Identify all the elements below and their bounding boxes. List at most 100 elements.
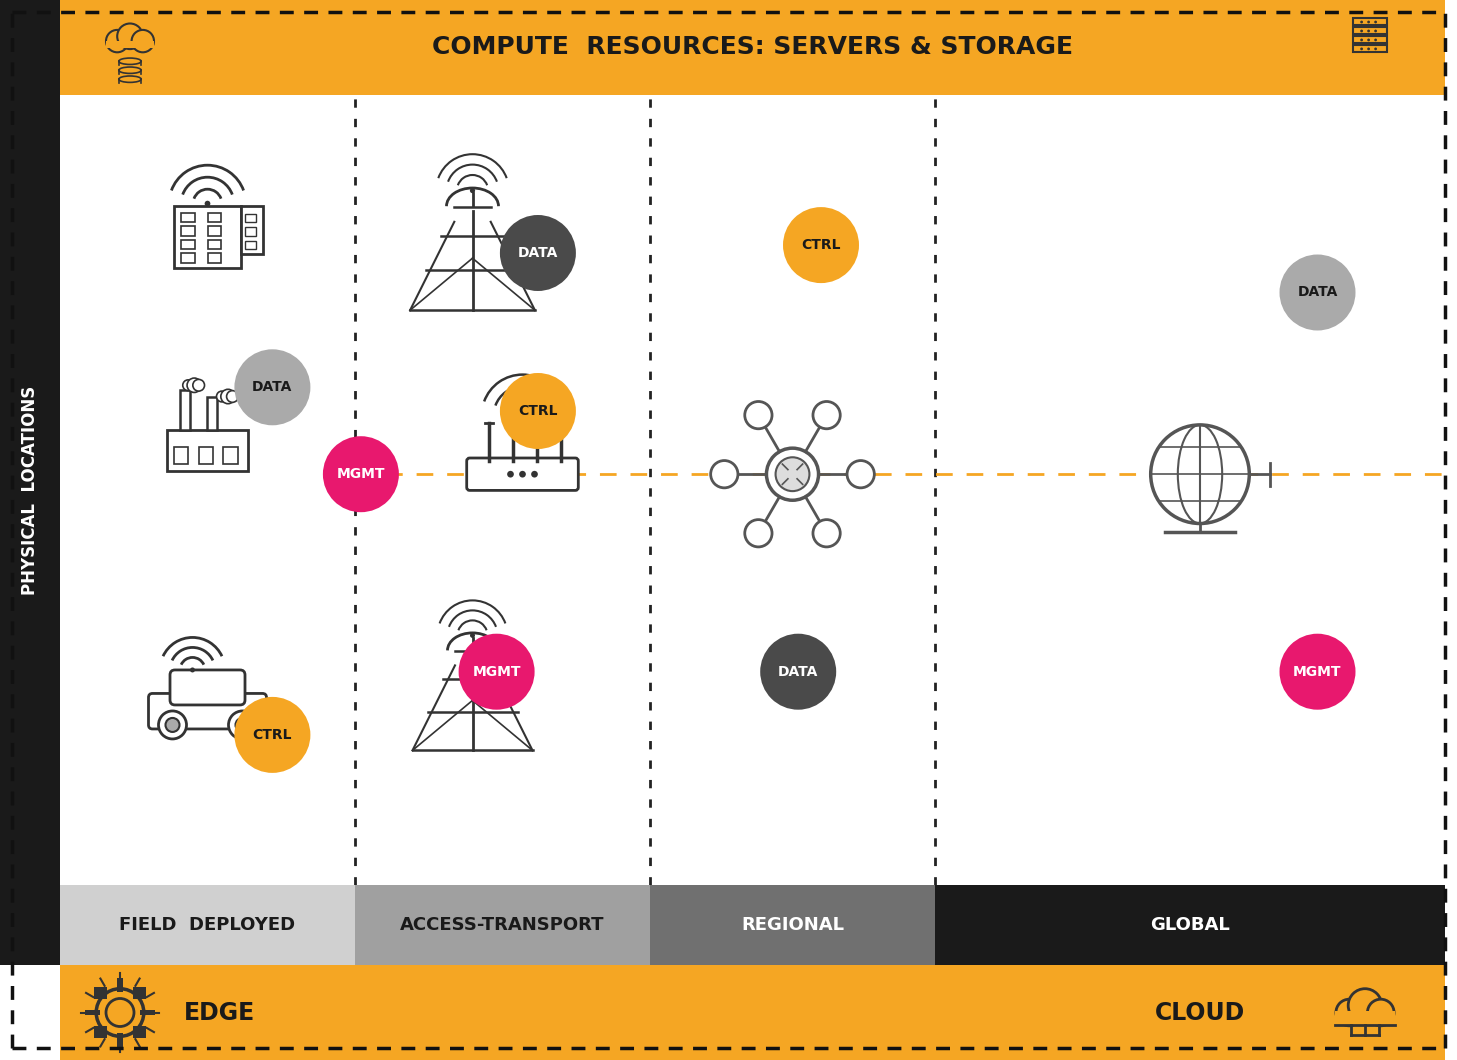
Circle shape bbox=[217, 391, 227, 402]
Text: ACCESS-TRANSPORT: ACCESS-TRANSPORT bbox=[401, 916, 605, 934]
Bar bbox=[935, 885, 1445, 965]
Bar bbox=[207, 226, 221, 235]
Circle shape bbox=[1374, 20, 1377, 23]
Circle shape bbox=[1367, 20, 1370, 23]
Circle shape bbox=[782, 207, 860, 283]
Text: DATA: DATA bbox=[517, 246, 558, 260]
Circle shape bbox=[1151, 425, 1249, 524]
Ellipse shape bbox=[119, 67, 141, 73]
Circle shape bbox=[1367, 38, 1370, 41]
Circle shape bbox=[519, 471, 526, 478]
Bar bbox=[0, 0, 60, 965]
Bar bbox=[117, 1032, 122, 1047]
Bar bbox=[119, 60, 141, 65]
Circle shape bbox=[775, 457, 810, 491]
Bar bbox=[119, 78, 141, 83]
Bar bbox=[356, 885, 650, 965]
Circle shape bbox=[189, 668, 195, 672]
Circle shape bbox=[235, 696, 310, 773]
FancyBboxPatch shape bbox=[1354, 18, 1387, 25]
Circle shape bbox=[847, 460, 874, 488]
Text: EDGE: EDGE bbox=[185, 1001, 255, 1025]
Bar bbox=[179, 390, 191, 430]
Bar bbox=[207, 240, 221, 249]
Circle shape bbox=[106, 999, 134, 1026]
Bar bbox=[60, 0, 1445, 95]
Text: MGMT: MGMT bbox=[337, 467, 385, 481]
Bar bbox=[95, 987, 106, 1000]
Bar bbox=[173, 206, 240, 268]
FancyBboxPatch shape bbox=[170, 670, 245, 705]
Bar bbox=[245, 241, 255, 249]
Text: FIELD  DEPLOYED: FIELD DEPLOYED bbox=[119, 916, 296, 934]
Bar bbox=[173, 447, 188, 464]
Bar bbox=[106, 41, 154, 48]
Bar bbox=[181, 226, 195, 235]
Bar bbox=[181, 240, 195, 249]
Circle shape bbox=[236, 718, 249, 732]
Text: CTRL: CTRL bbox=[801, 238, 841, 252]
Circle shape bbox=[1361, 48, 1362, 50]
Ellipse shape bbox=[119, 76, 141, 83]
Circle shape bbox=[745, 402, 772, 429]
Circle shape bbox=[204, 200, 210, 207]
Text: DATA: DATA bbox=[1297, 285, 1338, 300]
Circle shape bbox=[813, 402, 841, 429]
Bar bbox=[85, 1010, 101, 1015]
Circle shape bbox=[507, 471, 514, 478]
Bar bbox=[207, 396, 217, 430]
Bar bbox=[60, 95, 1445, 885]
Circle shape bbox=[131, 30, 154, 52]
Circle shape bbox=[186, 378, 201, 392]
Bar bbox=[245, 227, 255, 235]
Circle shape bbox=[1336, 1000, 1362, 1026]
Text: PHYSICAL  LOCATIONS: PHYSICAL LOCATIONS bbox=[20, 386, 39, 595]
Circle shape bbox=[745, 519, 772, 547]
Bar bbox=[181, 213, 195, 223]
FancyBboxPatch shape bbox=[149, 693, 267, 729]
Circle shape bbox=[813, 519, 841, 547]
Circle shape bbox=[1279, 634, 1355, 710]
Circle shape bbox=[1361, 30, 1362, 33]
Circle shape bbox=[159, 711, 186, 739]
FancyBboxPatch shape bbox=[1354, 28, 1387, 34]
Bar bbox=[240, 206, 262, 254]
Circle shape bbox=[459, 634, 535, 710]
Text: DATA: DATA bbox=[778, 665, 819, 678]
Bar bbox=[245, 214, 255, 223]
Ellipse shape bbox=[119, 58, 141, 65]
Circle shape bbox=[711, 460, 737, 488]
Circle shape bbox=[1361, 38, 1362, 41]
Circle shape bbox=[229, 711, 256, 739]
Text: DATA: DATA bbox=[252, 381, 293, 394]
Circle shape bbox=[166, 718, 179, 732]
Circle shape bbox=[766, 448, 819, 500]
FancyBboxPatch shape bbox=[1354, 46, 1387, 52]
Circle shape bbox=[471, 633, 475, 638]
Bar bbox=[119, 69, 141, 74]
Circle shape bbox=[532, 471, 538, 478]
Bar bbox=[60, 885, 356, 965]
Bar bbox=[223, 447, 237, 464]
Circle shape bbox=[1367, 48, 1370, 50]
Bar bbox=[650, 885, 935, 965]
Circle shape bbox=[520, 412, 526, 419]
Bar bbox=[95, 1026, 106, 1038]
Text: REGIONAL: REGIONAL bbox=[742, 916, 844, 934]
Bar bbox=[207, 213, 221, 223]
Bar bbox=[134, 987, 146, 1000]
Text: MGMT: MGMT bbox=[472, 665, 520, 678]
Circle shape bbox=[221, 389, 235, 404]
Text: COMPUTE  RESOURCES: SERVERS & STORAGE: COMPUTE RESOURCES: SERVERS & STORAGE bbox=[431, 35, 1072, 59]
Text: CTRL: CTRL bbox=[519, 404, 558, 418]
Bar bbox=[198, 447, 213, 464]
Bar bbox=[140, 1010, 154, 1015]
Circle shape bbox=[1367, 30, 1370, 33]
Circle shape bbox=[1361, 20, 1362, 23]
Bar bbox=[60, 965, 1445, 1060]
Text: MGMT: MGMT bbox=[1294, 665, 1342, 678]
Text: CTRL: CTRL bbox=[252, 728, 293, 742]
FancyBboxPatch shape bbox=[466, 458, 578, 491]
Circle shape bbox=[1374, 38, 1377, 41]
Circle shape bbox=[106, 30, 128, 52]
